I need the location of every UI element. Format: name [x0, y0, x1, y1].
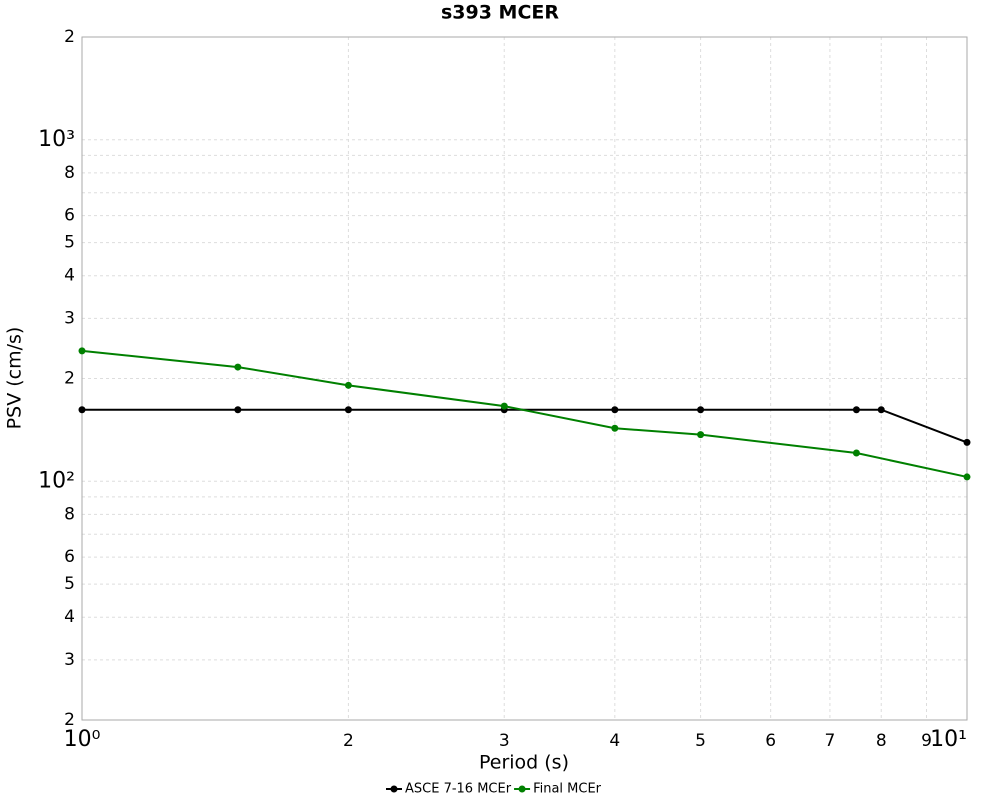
data-point	[611, 406, 619, 414]
data-point	[852, 406, 860, 414]
y-axis-label: PSV (cm/s)	[4, 327, 26, 430]
x-tick-label: 6	[765, 731, 776, 751]
y-tick-label: 6	[64, 547, 75, 567]
y-tick-label: 5	[64, 233, 75, 253]
legend-swatch	[518, 785, 526, 793]
data-point	[344, 381, 352, 389]
x-tick-label: 10¹	[930, 727, 967, 752]
plot-frame	[81, 36, 968, 721]
data-point	[611, 424, 619, 432]
x-tick-label: 9	[921, 731, 932, 751]
y-tick-label: 5	[64, 574, 75, 594]
data-point	[697, 431, 705, 439]
x-axis-label: Period (s)	[479, 752, 569, 774]
y-tick-label: 2	[64, 710, 75, 730]
data-point	[500, 402, 508, 410]
y-tick-label: 2	[64, 27, 75, 47]
chart-title: s393 MCER	[441, 2, 559, 24]
data-point	[78, 347, 86, 355]
legend-swatch	[390, 785, 398, 793]
y-tick-label: 4	[64, 266, 75, 286]
data-point	[852, 449, 860, 457]
legend-label: Final MCEr	[533, 782, 602, 797]
data-point	[963, 438, 971, 446]
y-tick-label: 3	[64, 650, 75, 670]
data-point	[344, 406, 352, 414]
x-tick-label: 10⁰	[64, 727, 101, 752]
series-line	[81, 349, 968, 478]
x-tick-label: 2	[343, 731, 354, 751]
y-tick-label: 8	[64, 163, 75, 183]
data-point	[234, 406, 242, 414]
y-tick-label: 4	[64, 607, 75, 627]
y-tick-label: 8	[64, 504, 75, 524]
y-tick-label: 6	[64, 206, 75, 226]
y-tick-label: 2	[64, 369, 75, 389]
x-tick-label: 4	[609, 731, 620, 751]
x-tick-label: 7	[824, 731, 835, 751]
data-point	[697, 406, 705, 414]
data-point	[877, 406, 885, 414]
y-tick-label: 10²	[38, 468, 75, 493]
x-tick-label: 3	[499, 731, 510, 751]
data-point	[78, 406, 86, 414]
y-tick-label: 10³	[38, 127, 75, 152]
data-point	[963, 473, 971, 481]
x-tick-label: 8	[876, 731, 887, 751]
legend-label: ASCE 7-16 MCEr	[405, 782, 512, 797]
series-line	[82, 408, 968, 444]
x-tick-label: 5	[695, 731, 706, 751]
data-point	[234, 363, 242, 371]
y-tick-label: 3	[64, 308, 75, 328]
